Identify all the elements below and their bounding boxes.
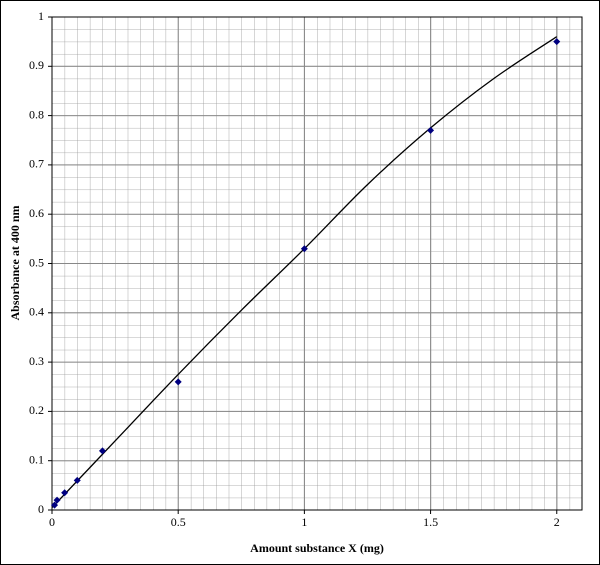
data-point [51,501,59,509]
data-point [98,447,106,455]
plot-frame [51,16,583,511]
y-tick-label: 0.7 [29,157,44,171]
data-point [174,378,182,386]
x-tick-label: 0.5 [171,515,186,529]
x-tick-label: 0 [49,515,55,529]
y-tick-label: 0.2 [29,403,44,417]
y-tick-label: 0.3 [29,354,44,368]
x-tick-label: 1 [301,515,307,529]
data-point [73,476,81,484]
y-tick-label: 0.9 [29,58,44,72]
y-tick-label: 0.5 [29,255,44,269]
y-axis-title: Absorbance at 400 nm [8,205,22,320]
y-tick-label: 1 [38,9,44,23]
y-tick-label: 0 [38,502,44,516]
data-point [553,38,561,46]
data-point [300,245,308,253]
y-tick-label: 0.4 [29,305,44,319]
x-axis-title: Amount substance X (mg) [250,541,384,555]
x-tick-label: 1.5 [423,515,438,529]
data-point [61,489,69,497]
data-point [53,496,61,504]
y-tick-label: 0.8 [29,107,44,121]
x-tick-label: 2 [554,515,560,529]
data-point [427,126,435,134]
y-tick-label: 0.1 [29,452,44,466]
y-tick-label: 0.6 [29,206,44,220]
